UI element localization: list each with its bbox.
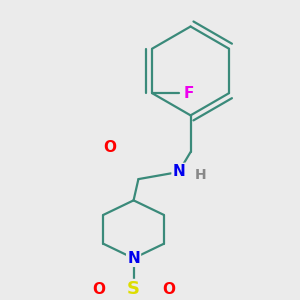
Text: N: N <box>127 251 140 266</box>
Text: N: N <box>172 164 185 179</box>
Text: O: O <box>162 282 175 297</box>
Text: S: S <box>127 280 140 298</box>
Text: H: H <box>194 168 206 182</box>
Text: O: O <box>103 140 116 155</box>
Text: O: O <box>92 282 105 297</box>
Text: F: F <box>184 85 194 100</box>
